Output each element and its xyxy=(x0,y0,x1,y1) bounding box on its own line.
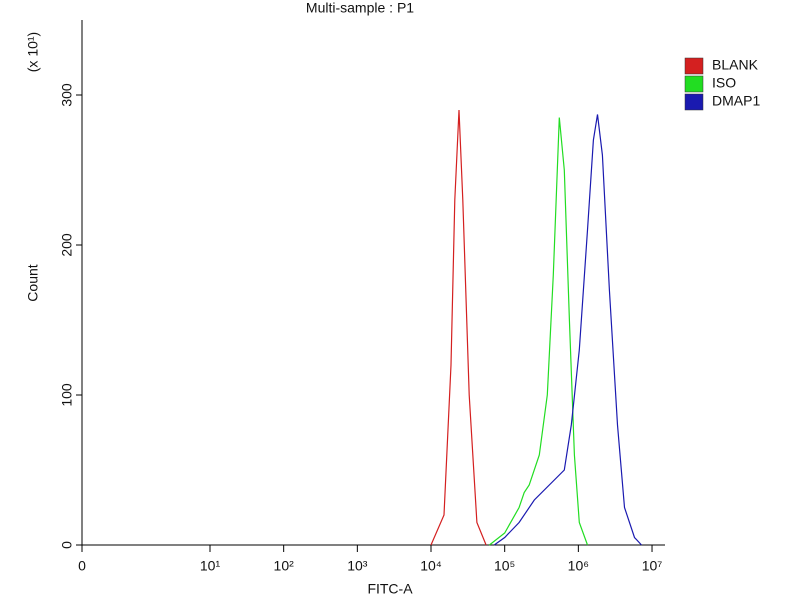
histogram-line xyxy=(430,109,487,546)
legend-label: DMAP1 xyxy=(712,93,760,109)
x-axis-label: FITC-A xyxy=(367,581,413,597)
legend-swatch xyxy=(684,93,704,111)
histogram-line xyxy=(493,114,642,546)
chart-title: Multi-sample : P1 xyxy=(306,0,414,16)
x-tick-label: 10⁷ xyxy=(642,558,663,574)
y-tick-label: 300 xyxy=(59,83,75,107)
legend-swatch xyxy=(684,75,704,93)
legend-label: ISO xyxy=(712,75,736,91)
x-tick-label: 10⁶ xyxy=(568,558,589,574)
histogram-line xyxy=(489,117,589,546)
y-tick-label: 100 xyxy=(59,383,75,407)
x-tick-label: 10² xyxy=(274,558,295,574)
legend-swatch xyxy=(684,57,704,75)
legend-label: BLANK xyxy=(712,57,759,73)
y-multiplier: (x 10¹) xyxy=(25,32,41,72)
x-tick-label: 10⁴ xyxy=(420,558,442,574)
y-tick-label: 200 xyxy=(59,233,75,257)
x-tick-label: 10¹ xyxy=(200,558,221,574)
x-tick-label: 10³ xyxy=(347,558,368,574)
y-tick-label: 0 xyxy=(59,541,75,549)
x-tick-label: 10⁵ xyxy=(494,558,515,574)
y-axis-label: Count xyxy=(25,264,41,301)
x-tick-label: 0 xyxy=(78,558,86,574)
